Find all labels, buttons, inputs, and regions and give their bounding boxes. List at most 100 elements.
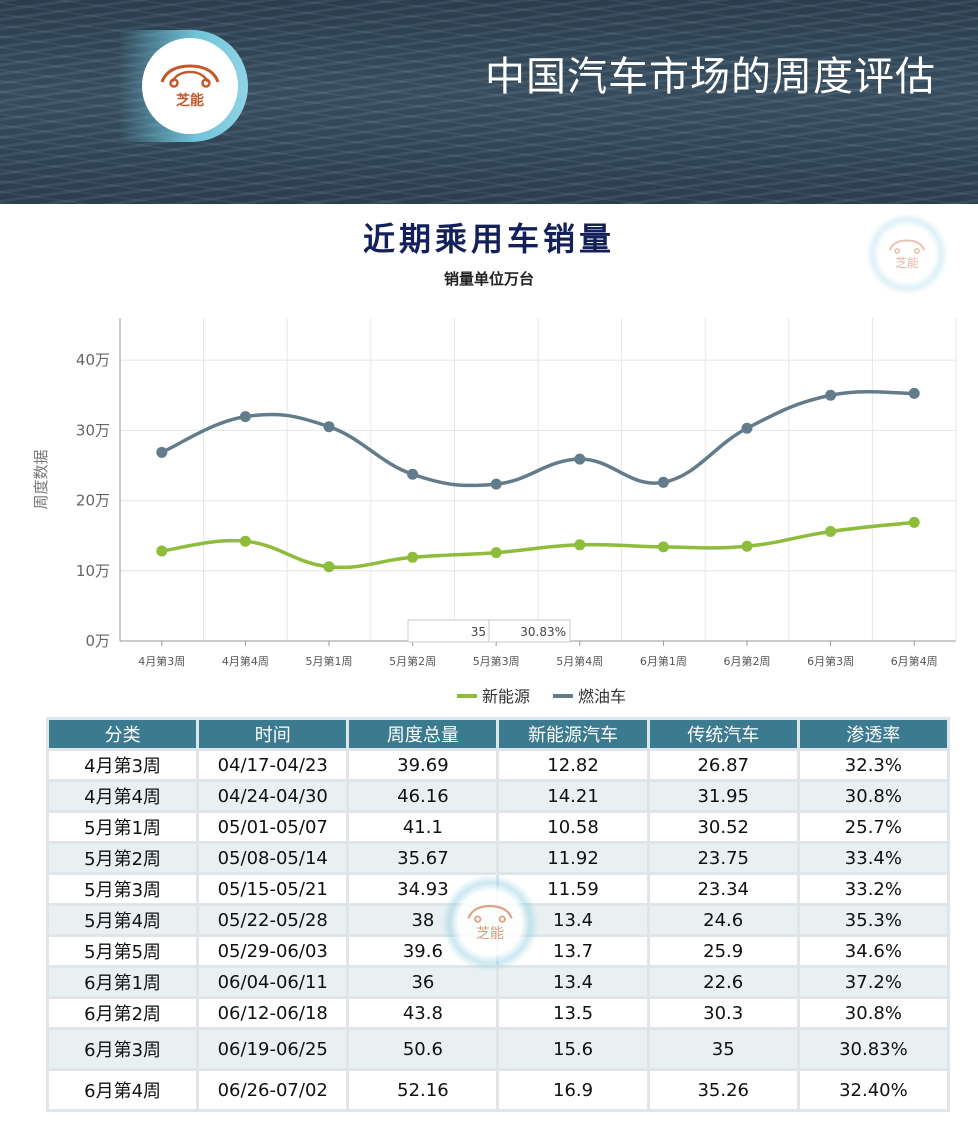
table-cell: 14.21 [499, 782, 647, 810]
table-cell: 52.16 [349, 1071, 497, 1109]
table-header-cell: 传统汽车 [649, 720, 797, 748]
x-tick-label: 6月第3周 [807, 654, 854, 668]
table-cell: 39.69 [349, 751, 497, 779]
table-cell: 41.1 [349, 813, 497, 841]
data-point [239, 535, 251, 547]
table-cell: 4月第4周 [49, 782, 197, 810]
table-cell: 23.34 [649, 875, 797, 903]
table-cell: 05/01-05/07 [199, 813, 347, 841]
data-point [490, 547, 502, 559]
page-title: 中国汽车市场的周度评估 [485, 54, 936, 100]
table-cell: 23.75 [649, 844, 797, 872]
table-cell: 35.26 [649, 1071, 797, 1109]
table-cell: 26.87 [649, 751, 797, 779]
y-axis-label: 周度数据 [32, 449, 50, 509]
table-cell: 05/08-05/14 [199, 844, 347, 872]
data-point [156, 545, 168, 557]
table-cell: 24.6 [649, 906, 797, 934]
table-row: 6月第1周 06/04-06/11 36 13.4 22.6 37.2% [49, 968, 947, 996]
table-cell: 6月第4周 [49, 1071, 197, 1109]
sales-table: 分类 时间 周度总量 新能源汽车 传统汽车 渗透率 4月第3周 04/17-04/23 39.… [46, 717, 950, 1112]
table-row: 5月第3周 05/15-05/21 34.93 11.59 23.34 33.2% [49, 875, 947, 903]
table-cell: 25.9 [649, 937, 797, 965]
table-cell: 33.2% [799, 875, 947, 903]
table-cell: 13.5 [499, 999, 647, 1027]
table-cell: 30.8% [799, 782, 947, 810]
data-point [741, 422, 753, 434]
table-cell: 32.3% [799, 751, 947, 779]
table-cell: 32.40% [799, 1071, 947, 1109]
table-cell: 5月第4周 [49, 906, 197, 934]
table-cell: 5月第3周 [49, 875, 197, 903]
tooltip-value: 35 [471, 625, 486, 639]
data-point [156, 446, 168, 458]
table-cell: 33.4% [799, 844, 947, 872]
data-point [574, 539, 586, 551]
logo-text: 芝能 [176, 93, 204, 109]
y-tick-label: 20万 [76, 492, 110, 510]
table-cell: 06/26-07/02 [199, 1071, 347, 1109]
series-line-nev [161, 520, 915, 570]
data-point [239, 411, 251, 423]
x-tick-label: 5月第2周 [389, 654, 436, 668]
table-cell: 06/19-06/25 [199, 1030, 347, 1068]
table-row: 6月第3周 06/19-06/25 50.6 15.6 35 30.83% [49, 1030, 947, 1068]
data-point [908, 516, 920, 528]
data-point [323, 561, 335, 573]
table-row: 4月第4周 04/24-04/30 46.16 14.21 31.95 30.8% [49, 782, 947, 810]
y-tick-label: 30万 [76, 421, 110, 439]
table-cell: 50.6 [349, 1030, 497, 1068]
table-header-cell: 周度总量 [349, 720, 497, 748]
table-cell: 16.9 [499, 1071, 647, 1109]
data-point [407, 468, 419, 480]
data-point [323, 421, 335, 433]
x-tick-label: 6月第4周 [891, 654, 938, 668]
table-cell: 6月第1周 [49, 968, 197, 996]
series-line-ice [161, 389, 915, 488]
x-tick-label: 4月第3周 [138, 654, 185, 668]
table-cell: 10.58 [499, 813, 647, 841]
table-cell: 11.59 [499, 875, 647, 903]
table-header-cell: 分类 [49, 720, 197, 748]
table-cell: 30.52 [649, 813, 797, 841]
data-point [490, 478, 502, 490]
table-cell: 46.16 [349, 782, 497, 810]
legend-label: 燃油车 [578, 687, 626, 706]
tooltip-percent: 30.83% [520, 625, 566, 639]
table-cell: 35 [649, 1030, 797, 1068]
table-cell: 35.3% [799, 906, 947, 934]
table-cell: 06/12-06/18 [199, 999, 347, 1027]
table-cell: 6月第3周 [49, 1030, 197, 1068]
table-cell: 5月第2周 [49, 844, 197, 872]
table-cell: 13.4 [499, 906, 647, 934]
table-row: 5月第1周 05/01-05/07 41.1 10.58 30.52 25.7% [49, 813, 947, 841]
table-cell: 36 [349, 968, 497, 996]
table-cell: 4月第3周 [49, 751, 197, 779]
table-cell: 05/29-06/03 [199, 937, 347, 965]
data-point [908, 387, 920, 399]
data-point [825, 389, 837, 401]
table-cell: 05/15-05/21 [199, 875, 347, 903]
table-row: 6月第2周 06/12-06/18 43.8 13.5 30.3 30.8% [49, 999, 947, 1027]
table-cell: 34.6% [799, 937, 947, 965]
table-row: 5月第5周 05/29-06/03 39.6 13.7 25.9 34.6% [49, 937, 947, 965]
table-cell: 30.8% [799, 999, 947, 1027]
data-point [574, 453, 586, 465]
y-tick-label: 10万 [76, 562, 110, 580]
table-cell: 43.8 [349, 999, 497, 1027]
table-row: 5月第2周 05/08-05/14 35.67 11.92 23.75 33.4% [49, 844, 947, 872]
logo: 芝能 [142, 38, 238, 134]
legend-label: 新能源 [482, 687, 530, 706]
table-cell: 25.7% [799, 813, 947, 841]
table-cell: 04/17-04/23 [199, 751, 347, 779]
y-tick-label: 40万 [76, 351, 110, 369]
table-header-row: 分类 时间 周度总量 新能源汽车 传统汽车 渗透率 [49, 720, 947, 748]
data-point [741, 540, 753, 552]
x-tick-label: 4月第4周 [222, 654, 269, 668]
table-cell: 05/22-05/28 [199, 906, 347, 934]
table-cell: 35.67 [349, 844, 497, 872]
table-row: 4月第3周 04/17-04/23 39.69 12.82 26.87 32.3% [49, 751, 947, 779]
x-tick-label: 5月第4周 [556, 654, 603, 668]
x-tick-label: 5月第3周 [473, 654, 520, 668]
